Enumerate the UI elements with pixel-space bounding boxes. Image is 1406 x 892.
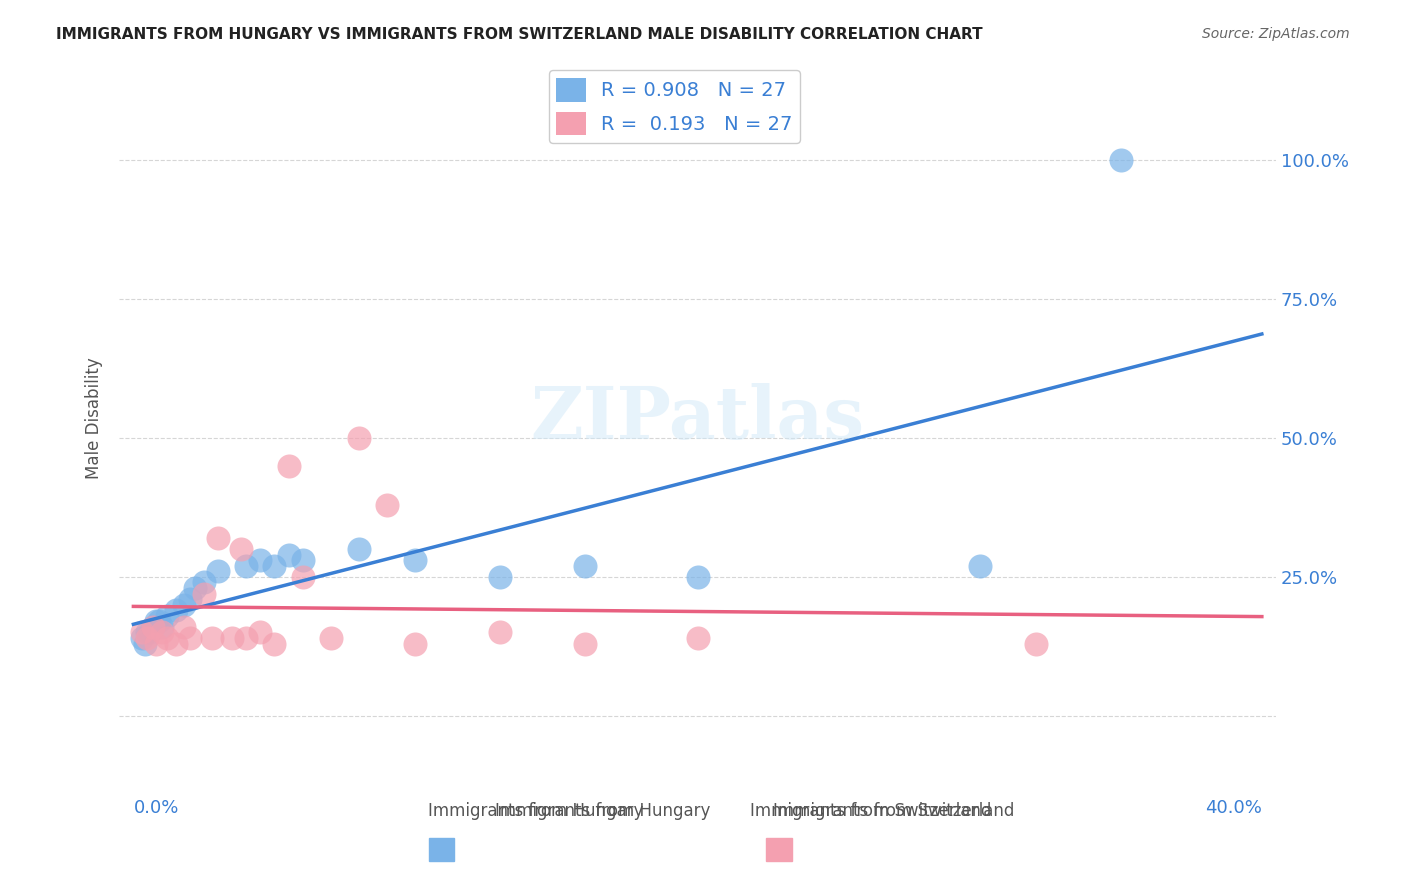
Point [235, 558, 257, 573]
Point [139, 625, 162, 640]
Text: Immigrants from Switzerland: Immigrants from Switzerland [773, 802, 1014, 821]
Text: Source: ZipAtlas.com: Source: ZipAtlas.com [1202, 27, 1350, 41]
Point [347, 431, 370, 445]
Point [405, 553, 427, 567]
Point [686, 570, 709, 584]
Point [405, 637, 427, 651]
Point [1025, 637, 1047, 651]
Text: Immigrants from Hungary: Immigrants from Hungary [495, 802, 710, 821]
Text: ZIPatlas: ZIPatlas [530, 383, 865, 454]
Point [156, 631, 179, 645]
Point [179, 592, 201, 607]
Point [193, 575, 215, 590]
Point [291, 553, 314, 567]
Point [489, 570, 512, 584]
Point [173, 620, 195, 634]
Point [221, 631, 243, 645]
Text: Immigrants from Switzerland: Immigrants from Switzerland [751, 802, 991, 821]
Point [969, 558, 991, 573]
Point [173, 598, 195, 612]
Point [150, 625, 173, 640]
Point [131, 631, 153, 645]
Text: 40.0%: 40.0% [1205, 799, 1261, 817]
Point [184, 581, 207, 595]
Point [277, 458, 299, 473]
Point [134, 637, 156, 651]
Point [165, 603, 187, 617]
Point [145, 615, 167, 629]
Point [229, 542, 252, 557]
Point [148, 615, 170, 629]
Legend: R = 0.908   N = 27, R =  0.193   N = 27: R = 0.908 N = 27, R = 0.193 N = 27 [548, 70, 800, 143]
Point [375, 498, 398, 512]
Point [686, 631, 709, 645]
Point [235, 631, 257, 645]
Point [207, 564, 229, 578]
Point [1109, 153, 1132, 167]
Text: 0.0%: 0.0% [134, 799, 179, 817]
Point [142, 620, 165, 634]
Point [263, 637, 285, 651]
Point [291, 570, 314, 584]
Point [249, 625, 271, 640]
Point [574, 558, 596, 573]
Point [201, 631, 224, 645]
Point [319, 631, 342, 645]
Text: Immigrants from Hungary: Immigrants from Hungary [427, 802, 644, 821]
Point [263, 558, 285, 573]
Point [489, 625, 512, 640]
Point [249, 553, 271, 567]
Y-axis label: Male Disability: Male Disability [86, 358, 103, 479]
Point [136, 631, 159, 645]
Point [150, 620, 173, 634]
Point [156, 608, 179, 623]
Point [145, 637, 167, 651]
Point [165, 637, 187, 651]
Point [179, 631, 201, 645]
Point [277, 548, 299, 562]
Text: IMMIGRANTS FROM HUNGARY VS IMMIGRANTS FROM SWITZERLAND MALE DISABILITY CORRELATI: IMMIGRANTS FROM HUNGARY VS IMMIGRANTS FR… [56, 27, 983, 42]
Point [136, 625, 159, 640]
Point [347, 542, 370, 557]
Point [142, 620, 165, 634]
Point [574, 637, 596, 651]
Point [193, 586, 215, 600]
Point [131, 625, 153, 640]
Point [207, 531, 229, 545]
